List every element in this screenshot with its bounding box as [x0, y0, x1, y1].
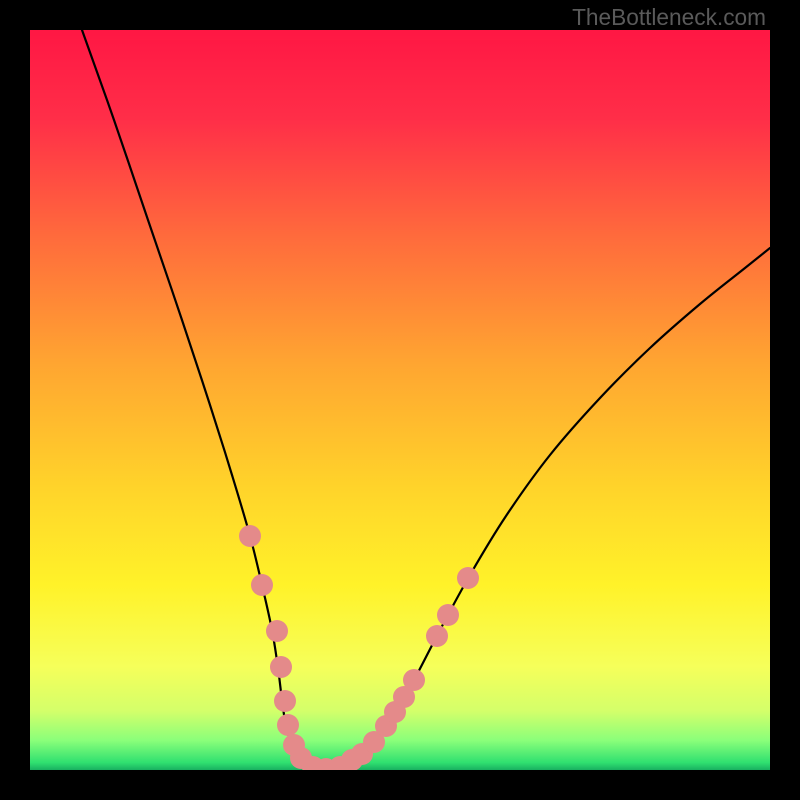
chart-frame: TheBottleneck.com	[0, 0, 800, 800]
watermark-label: TheBottleneck.com	[572, 4, 766, 31]
data-marker	[270, 656, 292, 678]
data-marker	[437, 604, 459, 626]
bottleneck-curve	[326, 248, 770, 770]
data-marker	[426, 625, 448, 647]
bottleneck-curves	[30, 30, 770, 770]
data-marker	[251, 574, 273, 596]
data-marker	[239, 525, 261, 547]
data-marker	[277, 714, 299, 736]
data-marker	[274, 690, 296, 712]
data-marker	[403, 669, 425, 691]
bottleneck-curve	[82, 30, 326, 770]
plot-area	[30, 30, 770, 770]
data-marker	[457, 567, 479, 589]
data-marker	[266, 620, 288, 642]
